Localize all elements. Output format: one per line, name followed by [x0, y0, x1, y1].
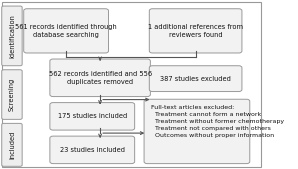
FancyBboxPatch shape [149, 9, 242, 53]
FancyBboxPatch shape [149, 66, 242, 92]
Text: 1 additional references from
reviewers found: 1 additional references from reviewers f… [148, 24, 243, 38]
Text: 175 studies included: 175 studies included [58, 113, 127, 119]
Text: 387 studies excluded: 387 studies excluded [160, 76, 231, 82]
Text: Identification: Identification [9, 14, 15, 58]
Text: Included: Included [9, 131, 15, 159]
FancyBboxPatch shape [50, 136, 135, 164]
Text: 23 studies included: 23 studies included [60, 147, 125, 153]
Text: Full-text articles excluded:
  Treatment cannot form a network
  Treatment witho: Full-text articles excluded: Treatment c… [151, 105, 284, 138]
Text: 561 records identified through
database searching: 561 records identified through database … [15, 24, 117, 38]
Text: 562 records identified and 556
duplicates removed: 562 records identified and 556 duplicate… [49, 71, 152, 85]
FancyBboxPatch shape [2, 6, 22, 66]
FancyBboxPatch shape [2, 123, 22, 166]
FancyBboxPatch shape [144, 99, 250, 164]
FancyBboxPatch shape [50, 59, 150, 96]
Text: Screening: Screening [9, 78, 15, 111]
FancyBboxPatch shape [50, 103, 135, 130]
FancyBboxPatch shape [24, 9, 108, 53]
FancyBboxPatch shape [2, 70, 22, 119]
